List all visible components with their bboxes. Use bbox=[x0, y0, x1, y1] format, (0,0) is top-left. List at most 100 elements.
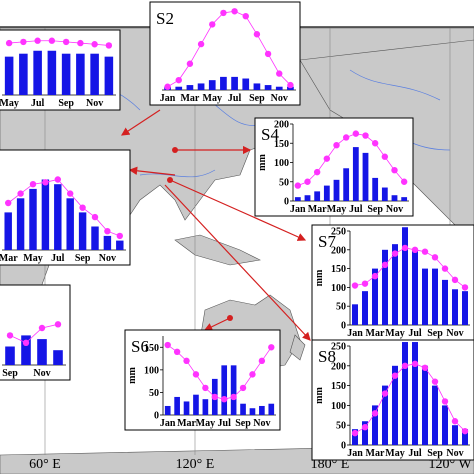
y-tick-label: 200 bbox=[331, 361, 346, 372]
x-tick-label: May bbox=[385, 328, 404, 339]
series-dot bbox=[20, 38, 27, 46]
bar bbox=[104, 56, 114, 95]
inset-chart: May Jul Sep Nov bbox=[0, 29, 121, 111]
bar bbox=[5, 346, 15, 365]
y-tick-label: 0 bbox=[341, 321, 346, 332]
bar bbox=[16, 198, 25, 250]
series-dot bbox=[313, 168, 321, 176]
y-tick-label: 50 bbox=[336, 302, 346, 313]
bar bbox=[259, 405, 265, 415]
y-tick-label: 100 bbox=[331, 283, 346, 294]
bar bbox=[220, 76, 227, 90]
bar bbox=[19, 53, 28, 95]
x-tick-label: Nov bbox=[86, 98, 103, 109]
bar bbox=[372, 405, 378, 445]
inset-chart: Mar May Jul Sep Nov bbox=[0, 149, 131, 266]
series-dot bbox=[116, 232, 124, 240]
x-tick-label: Jul bbox=[218, 418, 232, 429]
y-tick-label: 0 bbox=[284, 197, 289, 208]
series-dot bbox=[209, 21, 216, 28]
series-dot bbox=[197, 40, 205, 48]
series-dot bbox=[91, 41, 98, 48]
y-axis-label: mm bbox=[314, 269, 325, 286]
y-tick-label: 250 bbox=[331, 227, 346, 238]
y-tick-label: 150 bbox=[331, 381, 346, 392]
y-axis-label: mm bbox=[127, 367, 138, 384]
series-dot bbox=[421, 364, 429, 371]
bar bbox=[343, 168, 350, 201]
series-dot bbox=[371, 272, 379, 280]
x-tick-label: Mar bbox=[366, 448, 385, 459]
series-dot bbox=[371, 410, 379, 417]
series-dot bbox=[461, 427, 469, 435]
bar bbox=[412, 342, 418, 445]
bar bbox=[221, 365, 228, 415]
bar bbox=[352, 147, 359, 201]
series-dot bbox=[381, 153, 389, 160]
bar bbox=[116, 240, 124, 250]
series-dot bbox=[221, 396, 228, 403]
inset-title: S6 bbox=[131, 337, 149, 356]
series-dot bbox=[351, 282, 359, 289]
inset-chart: S2 Jan Mar May Jul Sep Nov bbox=[149, 1, 301, 106]
y-tick-label: 50 bbox=[149, 388, 159, 399]
bar bbox=[193, 394, 199, 415]
series-dot bbox=[91, 213, 99, 221]
bar bbox=[287, 86, 294, 90]
series-dot bbox=[268, 344, 275, 351]
x-tick-label: Sep bbox=[427, 448, 443, 459]
bar bbox=[264, 85, 272, 90]
bar bbox=[242, 78, 250, 90]
bar bbox=[362, 421, 368, 445]
bar bbox=[392, 365, 398, 445]
x-tick-label: Jan bbox=[347, 328, 363, 339]
x-tick-label: Sep bbox=[249, 93, 265, 104]
series-dot bbox=[220, 9, 227, 17]
bar bbox=[333, 179, 340, 201]
series-dot bbox=[287, 81, 294, 89]
series-dot bbox=[105, 42, 113, 49]
bar bbox=[432, 385, 438, 445]
bar bbox=[442, 279, 448, 325]
y-tick-label: 100 bbox=[144, 365, 159, 376]
series-dot bbox=[342, 134, 350, 141]
bar bbox=[422, 365, 428, 445]
x-tick-label: Jul bbox=[228, 93, 242, 104]
bar bbox=[90, 53, 99, 95]
x-tick-label: Mar bbox=[366, 328, 385, 339]
series-dot bbox=[202, 384, 209, 392]
series-dot bbox=[242, 13, 249, 20]
bar bbox=[33, 50, 42, 95]
x-tick-label: May bbox=[0, 98, 19, 109]
y-axis-label: mm bbox=[314, 387, 325, 404]
series-dot bbox=[54, 176, 61, 183]
x-tick-label: Sep bbox=[367, 204, 383, 215]
series-dot bbox=[104, 228, 111, 235]
bar bbox=[402, 227, 408, 325]
y-tick-label: 50 bbox=[279, 177, 289, 188]
series-dot bbox=[411, 246, 419, 253]
longitude-label: 60° E bbox=[29, 457, 61, 472]
series-dot bbox=[431, 378, 439, 385]
x-tick-label: Jan bbox=[290, 204, 306, 215]
inset-title: S2 bbox=[156, 9, 174, 28]
longitude-label: 120° E bbox=[176, 457, 215, 472]
series-dot bbox=[352, 130, 360, 137]
x-tick-label: Nov bbox=[33, 368, 50, 379]
y-tick-label: 100 bbox=[331, 401, 346, 412]
series-dot bbox=[230, 393, 237, 401]
bar bbox=[432, 268, 438, 325]
bar bbox=[314, 191, 321, 201]
x-tick-label: May bbox=[203, 93, 222, 104]
series-dot bbox=[264, 50, 272, 58]
bar bbox=[372, 177, 379, 201]
inset-title: S4 bbox=[261, 125, 279, 144]
y-tick-label: 150 bbox=[331, 264, 346, 275]
series-dot bbox=[361, 423, 369, 431]
longitude-label: 120° W bbox=[428, 457, 472, 472]
inset-title: S7 bbox=[318, 232, 336, 251]
bar bbox=[294, 197, 301, 201]
series-dot bbox=[391, 167, 398, 174]
y-tick-label: 0 bbox=[341, 441, 346, 452]
series-dot bbox=[249, 371, 256, 378]
